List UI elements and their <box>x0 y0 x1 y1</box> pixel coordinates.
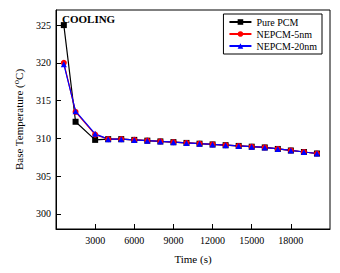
svg-text:Pure PCM: Pure PCM <box>256 17 298 28</box>
svg-text:15000: 15000 <box>239 235 264 246</box>
svg-text:9000: 9000 <box>163 235 183 246</box>
svg-text:NEPCM-20nm: NEPCM-20nm <box>256 41 317 52</box>
svg-text:Base Temperature (⁰C): Base Temperature (⁰C) <box>13 69 26 171</box>
svg-text:315: 315 <box>36 95 51 106</box>
svg-text:Time (s): Time (s) <box>174 253 212 266</box>
svg-text:320: 320 <box>36 57 51 68</box>
svg-text:305: 305 <box>36 171 51 182</box>
svg-text:6000: 6000 <box>124 235 144 246</box>
svg-text:3000: 3000 <box>85 235 105 246</box>
svg-text:310: 310 <box>36 133 51 144</box>
svg-text:325: 325 <box>36 20 51 31</box>
svg-text:300: 300 <box>36 208 51 219</box>
svg-text:COOLING: COOLING <box>62 13 116 25</box>
svg-text:12000: 12000 <box>200 235 225 246</box>
svg-text:NEPCM-5nm: NEPCM-5nm <box>256 29 312 40</box>
svg-text:18000: 18000 <box>278 235 303 246</box>
